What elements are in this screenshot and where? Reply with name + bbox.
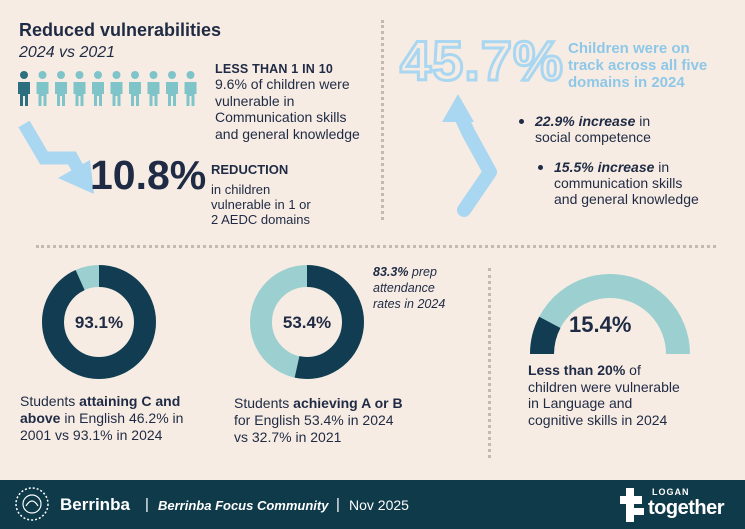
donut2-caption: Students achieving A or B for English 53… bbox=[234, 395, 403, 445]
person-icon bbox=[36, 71, 49, 106]
stat1-heading: LESS THAN 1 IN 10 bbox=[215, 62, 334, 76]
person-icon bbox=[166, 71, 178, 106]
person-icon bbox=[184, 71, 197, 106]
section-subtitle: 2024 vs 2021 bbox=[19, 44, 116, 61]
logo-text-bottom: together bbox=[648, 497, 725, 519]
footer-separator-2: | bbox=[336, 496, 340, 513]
horizontal-divider bbox=[36, 245, 716, 248]
donut1-value-arc bbox=[42, 265, 156, 379]
stat1-text: 9.6% of children were vulnerable in Comm… bbox=[215, 76, 360, 142]
on-track-big-number: 45.7% bbox=[399, 28, 565, 94]
donut-chart-english-c: 93.1% bbox=[42, 265, 156, 379]
person-icon bbox=[55, 71, 67, 106]
gauge-value-arc bbox=[530, 316, 561, 355]
person-icon bbox=[18, 71, 30, 106]
person-icon bbox=[147, 71, 160, 106]
donut2-value-label: 53.4% bbox=[283, 313, 331, 332]
section-title: Reduced vulnerabilities bbox=[19, 20, 222, 40]
down-arrow-icon bbox=[18, 120, 94, 194]
reduction-text: in children vulnerable in 1 or 2 AEDC do… bbox=[211, 182, 311, 227]
bullet-social-competence: 22.9% increase in social competence bbox=[519, 113, 651, 145]
footer-focus: Berrinba Focus Community bbox=[158, 498, 329, 513]
donut1-value-label: 93.1% bbox=[75, 313, 123, 332]
reduction-heading: REDUCTION bbox=[211, 162, 289, 177]
gauge-value-label: 15.4% bbox=[569, 312, 632, 337]
footer-separator-1: | bbox=[145, 496, 149, 513]
bullet-communication-skills: 15.5% increase in communication skills a… bbox=[538, 159, 699, 207]
community-seal-icon bbox=[15, 487, 49, 521]
on-track-caption: Children were on track across all five d… bbox=[568, 40, 708, 91]
gauge-caption: Less than 20% of children were vulnerabl… bbox=[528, 362, 680, 428]
donut2-value-arc bbox=[250, 265, 364, 379]
person-icon bbox=[129, 71, 141, 106]
logan-together-logo-icon bbox=[620, 488, 644, 522]
person-icon bbox=[73, 71, 86, 106]
gauge-chart-language bbox=[530, 274, 690, 355]
person-icon bbox=[110, 71, 123, 106]
donut1-caption: Students attaining C and above in Englis… bbox=[20, 393, 184, 443]
vertical-divider-lower bbox=[488, 268, 491, 458]
logo-text-top: LOGAN bbox=[652, 487, 690, 497]
footer-bar: Berrinba | Berrinba Focus Community | No… bbox=[0, 480, 745, 529]
footer-date: Nov 2025 bbox=[349, 497, 409, 513]
donut-chart-english-ab: 53.4% bbox=[250, 265, 364, 379]
reduction-big-number: 10.8% bbox=[90, 152, 207, 198]
vertical-divider bbox=[381, 20, 384, 220]
person-icon bbox=[92, 71, 104, 106]
prep-attendance-note: 83.3% prep attendance rates in 2024 bbox=[373, 265, 446, 311]
up-arrow-icon bbox=[442, 94, 497, 217]
people-row-icon bbox=[18, 71, 197, 106]
footer-community: Berrinba bbox=[60, 495, 130, 514]
